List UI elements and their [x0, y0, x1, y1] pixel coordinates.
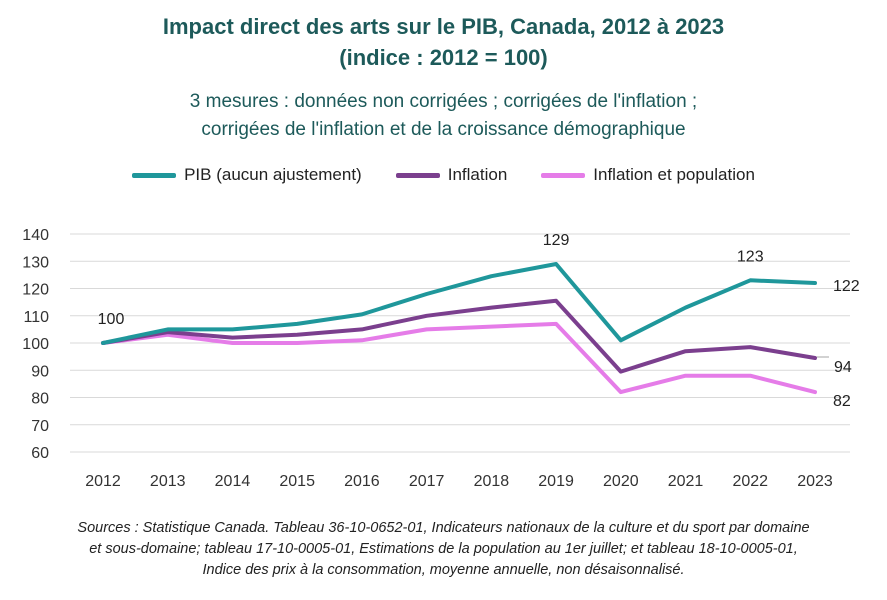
source-line-2: et sous-domaine; tableau 17-10-0005-01, …: [89, 541, 798, 557]
x-tick-label: 2019: [538, 473, 574, 490]
legend-item-inflation-population: Inflation et population: [541, 165, 755, 185]
y-tick-label: 110: [23, 309, 49, 326]
legend-label-inflation: Inflation: [447, 165, 508, 184]
x-tick-label: 2012: [85, 473, 121, 490]
y-tick-label: 140: [22, 227, 49, 244]
x-tick-label: 2023: [797, 473, 833, 490]
x-tick-label: 2015: [279, 473, 315, 490]
series-line-inflation-population: [101, 321, 817, 395]
x-tick-label: 2022: [732, 473, 768, 490]
source-note: Sources : Statistique Canada. Tableau 36…: [0, 518, 887, 581]
x-tick-label: 2014: [215, 473, 251, 490]
legend-swatch-inflation-population: [541, 172, 586, 178]
legend-label-inflation-population: Inflation et population: [593, 165, 755, 184]
legend-swatch-inflation: [395, 172, 440, 178]
y-tick-label: 100: [22, 336, 49, 353]
chart-subtitle-line-1: 3 mesures : données non corrigées ; corr…: [189, 91, 698, 112]
y-tick-label: 90: [31, 363, 49, 380]
source-line-3: Indice des prix à la consommation, moyen…: [202, 562, 685, 578]
data-label: 100: [98, 311, 125, 328]
chart-legend: PIB (aucun ajustement) Inflation Inflati…: [0, 165, 887, 185]
data-label: 82: [833, 393, 851, 410]
series-line-pib: [101, 262, 817, 345]
x-tick-label: 2013: [150, 473, 186, 490]
x-tick-label: 2016: [344, 473, 380, 490]
x-tick-label: 2020: [603, 473, 639, 490]
source-line-1: Sources : Statistique Canada. Tableau 36…: [77, 520, 810, 536]
x-tick-label: 2018: [474, 473, 510, 490]
data-label: 94: [834, 359, 852, 376]
x-tick-label: 2021: [668, 473, 704, 490]
legend-label-pib: PIB (aucun ajustement): [184, 165, 362, 184]
chart-title-line-2: (indice : 2012 = 100): [339, 45, 548, 70]
series-line-inflation: [101, 298, 817, 374]
legend-swatch-pib: [132, 172, 177, 178]
chart-subtitle-line-2: corrigées de l'inflation et de la croiss…: [201, 119, 686, 140]
x-tick-label: 2017: [409, 473, 445, 490]
data-label: 123: [737, 248, 764, 265]
legend-item-pib: PIB (aucun ajustement): [132, 165, 362, 185]
y-tick-label: 130: [22, 254, 49, 271]
y-tick-label: 80: [31, 391, 49, 408]
y-tick-label: 70: [31, 418, 49, 435]
data-label: 129: [543, 232, 570, 249]
chart-title-line-1: Impact direct des arts sur le PIB, Canad…: [162, 14, 725, 39]
data-label: 122: [833, 278, 860, 295]
y-tick-label: 120: [22, 282, 49, 299]
legend-item-inflation: Inflation: [395, 165, 508, 185]
y-tick-label: 60: [31, 445, 49, 462]
